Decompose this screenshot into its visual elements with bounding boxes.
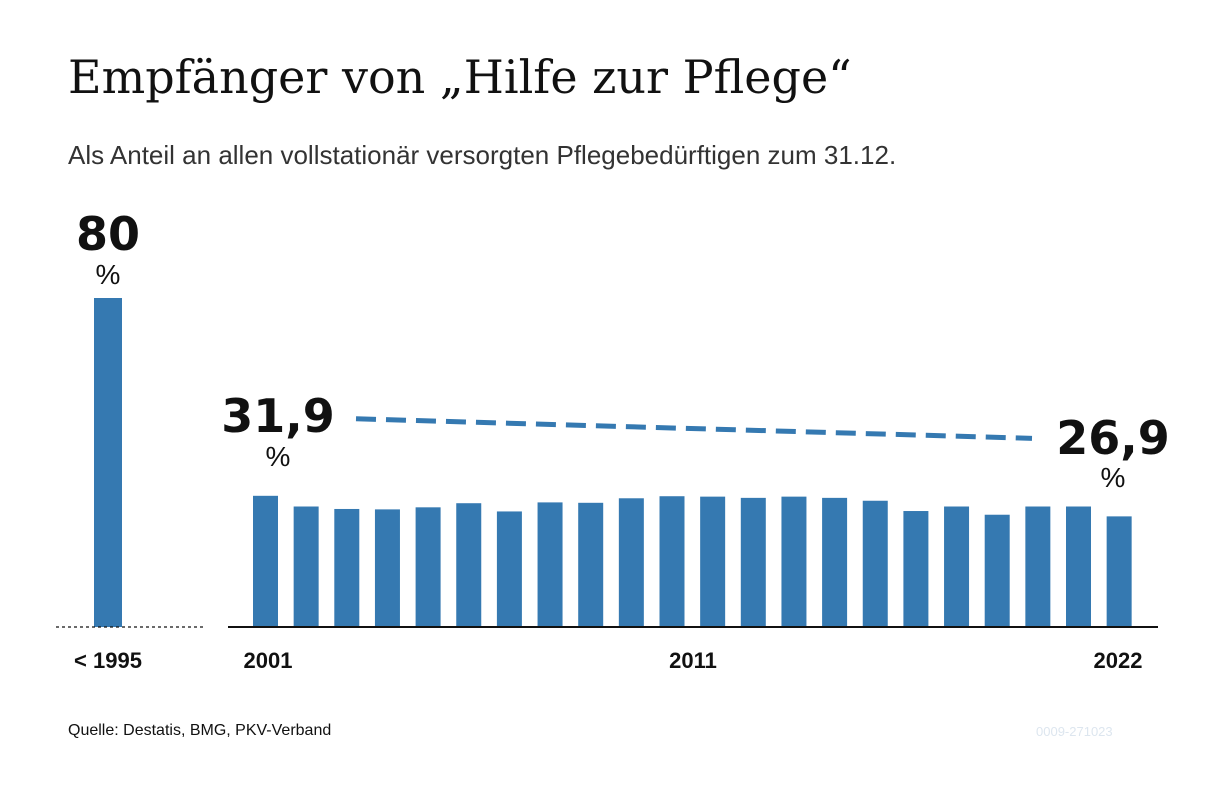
bar-2015: [822, 497, 848, 627]
tick-label-2001: 2001: [244, 648, 293, 673]
tick-label-2011: 2011: [669, 648, 717, 673]
chart-title: Empfänger von „Hilfe zur Pflege“: [68, 50, 852, 104]
bars: [94, 298, 1132, 627]
bar-2004: [374, 509, 400, 627]
unit-label-before-1995: %: [96, 259, 121, 290]
bar-2007: [496, 511, 522, 627]
value-label-2001: 31,9: [221, 389, 335, 443]
chart-subtitle: Als Anteil an allen vollstationär versor…: [68, 140, 897, 170]
bar-2020: [1025, 506, 1051, 627]
bar-before-1995: [94, 298, 122, 627]
bar-2018: [944, 506, 970, 627]
bar-2003: [334, 508, 360, 627]
bar-2009: [578, 502, 604, 627]
unit-label-2001: %: [266, 441, 291, 472]
bar-2010: [618, 498, 644, 627]
value-label-2022: 26,9: [1056, 411, 1170, 465]
value-label-before-1995: 80: [76, 207, 140, 261]
bar-2006: [456, 503, 482, 627]
tick-label-2022: 2022: [1094, 648, 1143, 673]
bar-2008: [537, 502, 563, 627]
graphic-id: 0009-271023: [1036, 724, 1113, 739]
bar-2016: [862, 500, 888, 627]
source-note: Quelle: Destatis, BMG, PKV-Verband: [68, 722, 332, 739]
bar-2014: [781, 496, 807, 627]
bar-2017: [903, 511, 929, 627]
bar-2011: [659, 496, 685, 627]
bar-2022: [1106, 516, 1132, 627]
bar-2021: [1066, 506, 1091, 627]
bar-2012: [700, 496, 726, 627]
trend-line: [355, 416, 1033, 441]
tick-label-before-1995: < 1995: [74, 648, 142, 673]
bar-2001: [253, 495, 278, 627]
bar-2005: [415, 507, 441, 627]
bar-2013: [740, 497, 766, 627]
unit-label-2022: %: [1101, 462, 1126, 493]
bar-2019: [984, 514, 1010, 627]
bar-2002: [293, 506, 319, 627]
